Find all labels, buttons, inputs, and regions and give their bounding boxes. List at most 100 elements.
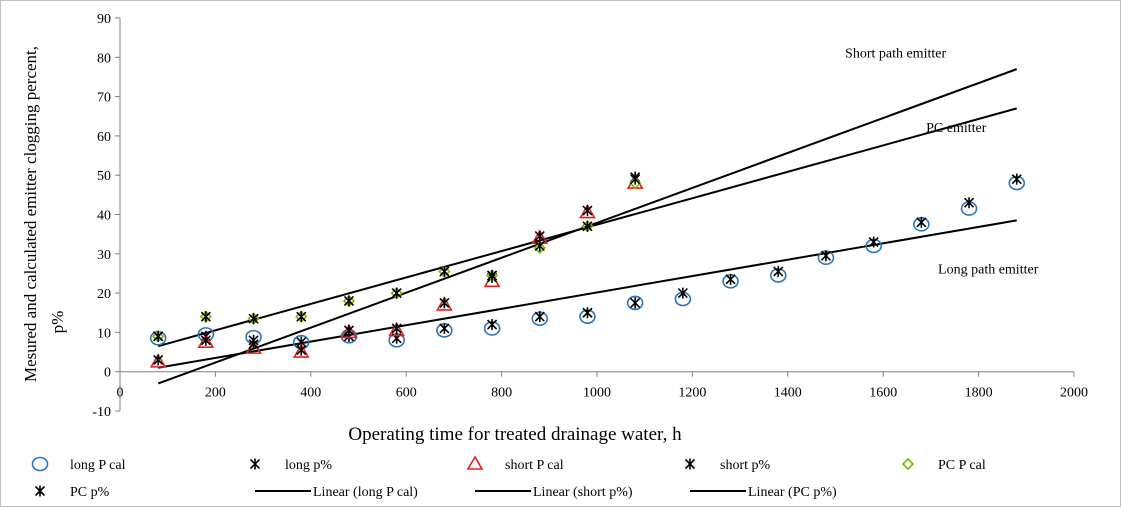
legend-swatch: [34, 485, 46, 497]
annotation-long-path-emitter: Long path emitter: [938, 262, 1039, 277]
x-tick-label: 1200: [678, 386, 706, 401]
point-short-p-pct: [153, 354, 164, 366]
point-short-p-cal: [388, 321, 406, 337]
annotation-pc-emitter: PC emitter: [926, 121, 987, 136]
point-short-p-pct: [582, 205, 593, 217]
series-short-p-pct: [153, 171, 641, 366]
point-short-p-cal: [197, 333, 215, 349]
point-pc-p-pct: [200, 311, 211, 323]
annotation-short-path-emitter: Short path emitter: [845, 46, 946, 61]
legend-label: short P cal: [505, 458, 564, 473]
data-points: [149, 171, 1026, 368]
legend-item-linear-long-p-cal: Linear (long P cal): [255, 485, 418, 500]
legend-swatch: [901, 457, 915, 471]
legend-item-long-p-pct: long p%: [249, 458, 332, 473]
y-axis-label-line-1: Mesured and calculated emitter clogging …: [21, 46, 40, 382]
point-pc-p-pct: [248, 313, 259, 325]
legend-item-linear-short-p-pct: Linear (short p%): [475, 485, 633, 500]
point-short-p-pct: [343, 324, 355, 336]
point-long-p-pct: [1011, 173, 1022, 185]
legend-item-short-p-cal: short P cal: [466, 455, 564, 473]
point-short-p-cal: [579, 203, 596, 219]
legend: long P cal long p% short P cal short p% PC P…: [31, 455, 986, 500]
y-tick-label: 0: [104, 366, 111, 381]
point-pc-p-pct: [486, 269, 498, 281]
legend-item-pc-p-cal: PC P cal: [901, 457, 986, 473]
point-long-p-pct: [630, 297, 641, 309]
x-tick-label: 1000: [583, 386, 611, 401]
point-long-p-pct: [534, 311, 545, 323]
point-long-p-pct: [439, 322, 450, 334]
point-pc-p-pct: [153, 330, 164, 342]
legend-label: short p%: [720, 458, 771, 473]
y-tick-label: 70: [97, 91, 111, 106]
point-long-p-pct: [963, 197, 975, 209]
x-tick-label: 200: [205, 386, 226, 401]
point-long-p-pct: [486, 319, 498, 331]
legend-item-pc-p-pct: PC p%: [34, 485, 110, 500]
y-tick-label: 30: [97, 248, 111, 263]
point-short-p-cal: [340, 323, 358, 339]
y-tick-label: -10: [92, 405, 111, 420]
y-tick-label: 10: [97, 326, 111, 341]
y-tick-label: 50: [97, 169, 111, 184]
y-tick-label: 40: [97, 209, 111, 224]
x-axis-label: Operating time for treated drainage wate…: [348, 424, 682, 445]
legend-label: Linear (PC p%): [748, 485, 837, 500]
x-tick-label: 2000: [1060, 386, 1088, 401]
point-long-p-pct: [725, 273, 736, 285]
point-long-p-pct: [582, 307, 593, 319]
series-long-p-pct: [153, 173, 1022, 348]
point-long-p-pct: [773, 265, 784, 277]
x-tick-label: 400: [300, 386, 321, 401]
legend-swatch: [31, 456, 49, 472]
legend-label: long P cal: [70, 458, 126, 473]
point-pc-p-pct: [296, 311, 307, 323]
point-short-p-cal: [292, 343, 310, 358]
x-tick-label: 1400: [774, 386, 802, 401]
legend-item-linear-pc-p-pct: Linear (PC p%): [690, 485, 837, 500]
point-short-p-pct: [200, 334, 211, 346]
y-tick-label: 80: [97, 51, 111, 66]
annotations: Short path emitter PC emitter Long path em…: [845, 46, 1039, 277]
x-tick-label: 800: [491, 386, 512, 401]
point-long-p-cal: [626, 295, 644, 311]
y-tick-label: 60: [97, 130, 111, 145]
point-short-p-pct: [439, 297, 450, 309]
point-short-p-cal: [149, 353, 167, 368]
axes: -10 0 10 20 30 40 50 60 70 80 90 0 200 400 600 800 1000 1…: [92, 12, 1088, 420]
legend-swatch: [466, 455, 484, 470]
point-long-p-pct: [677, 287, 688, 299]
legend-label: Linear (short p%): [533, 485, 633, 500]
legend-label: PC P cal: [938, 458, 986, 473]
x-tick-label: 1600: [869, 386, 897, 401]
point-long-p-pct: [820, 250, 832, 262]
x-tick-label: 0: [117, 386, 124, 401]
point-long-p-pct: [916, 216, 927, 228]
series-pc-p-pct: [153, 173, 641, 342]
legend-label: long p%: [285, 458, 332, 473]
y-tick-label: 20: [97, 287, 111, 302]
legend-label: PC p%: [70, 485, 110, 500]
legend-swatch: [249, 458, 261, 470]
point-pc-p-pct: [439, 265, 450, 277]
point-pc-p-pct: [534, 240, 545, 252]
point-pc-p-pct: [630, 173, 641, 185]
x-tick-label: 600: [396, 386, 417, 401]
y-tick-label: 90: [97, 12, 111, 27]
point-pc-p-pct: [391, 287, 402, 299]
legend-item-short-p-pct: short p%: [684, 458, 771, 473]
point-pc-p-pct: [582, 220, 593, 232]
point-long-p-pct: [868, 236, 879, 248]
point-short-p-pct: [248, 338, 259, 350]
point-short-p-cal: [435, 296, 453, 311]
x-tick-label: 1800: [965, 386, 993, 401]
point-pc-p-pct: [343, 295, 355, 307]
point-short-p-pct: [296, 344, 307, 356]
point-pc-p-cal: [533, 241, 546, 255]
legend-label: Linear (long P cal): [313, 485, 418, 500]
point-short-p-pct: [391, 322, 402, 334]
legend-swatch: [684, 458, 696, 470]
